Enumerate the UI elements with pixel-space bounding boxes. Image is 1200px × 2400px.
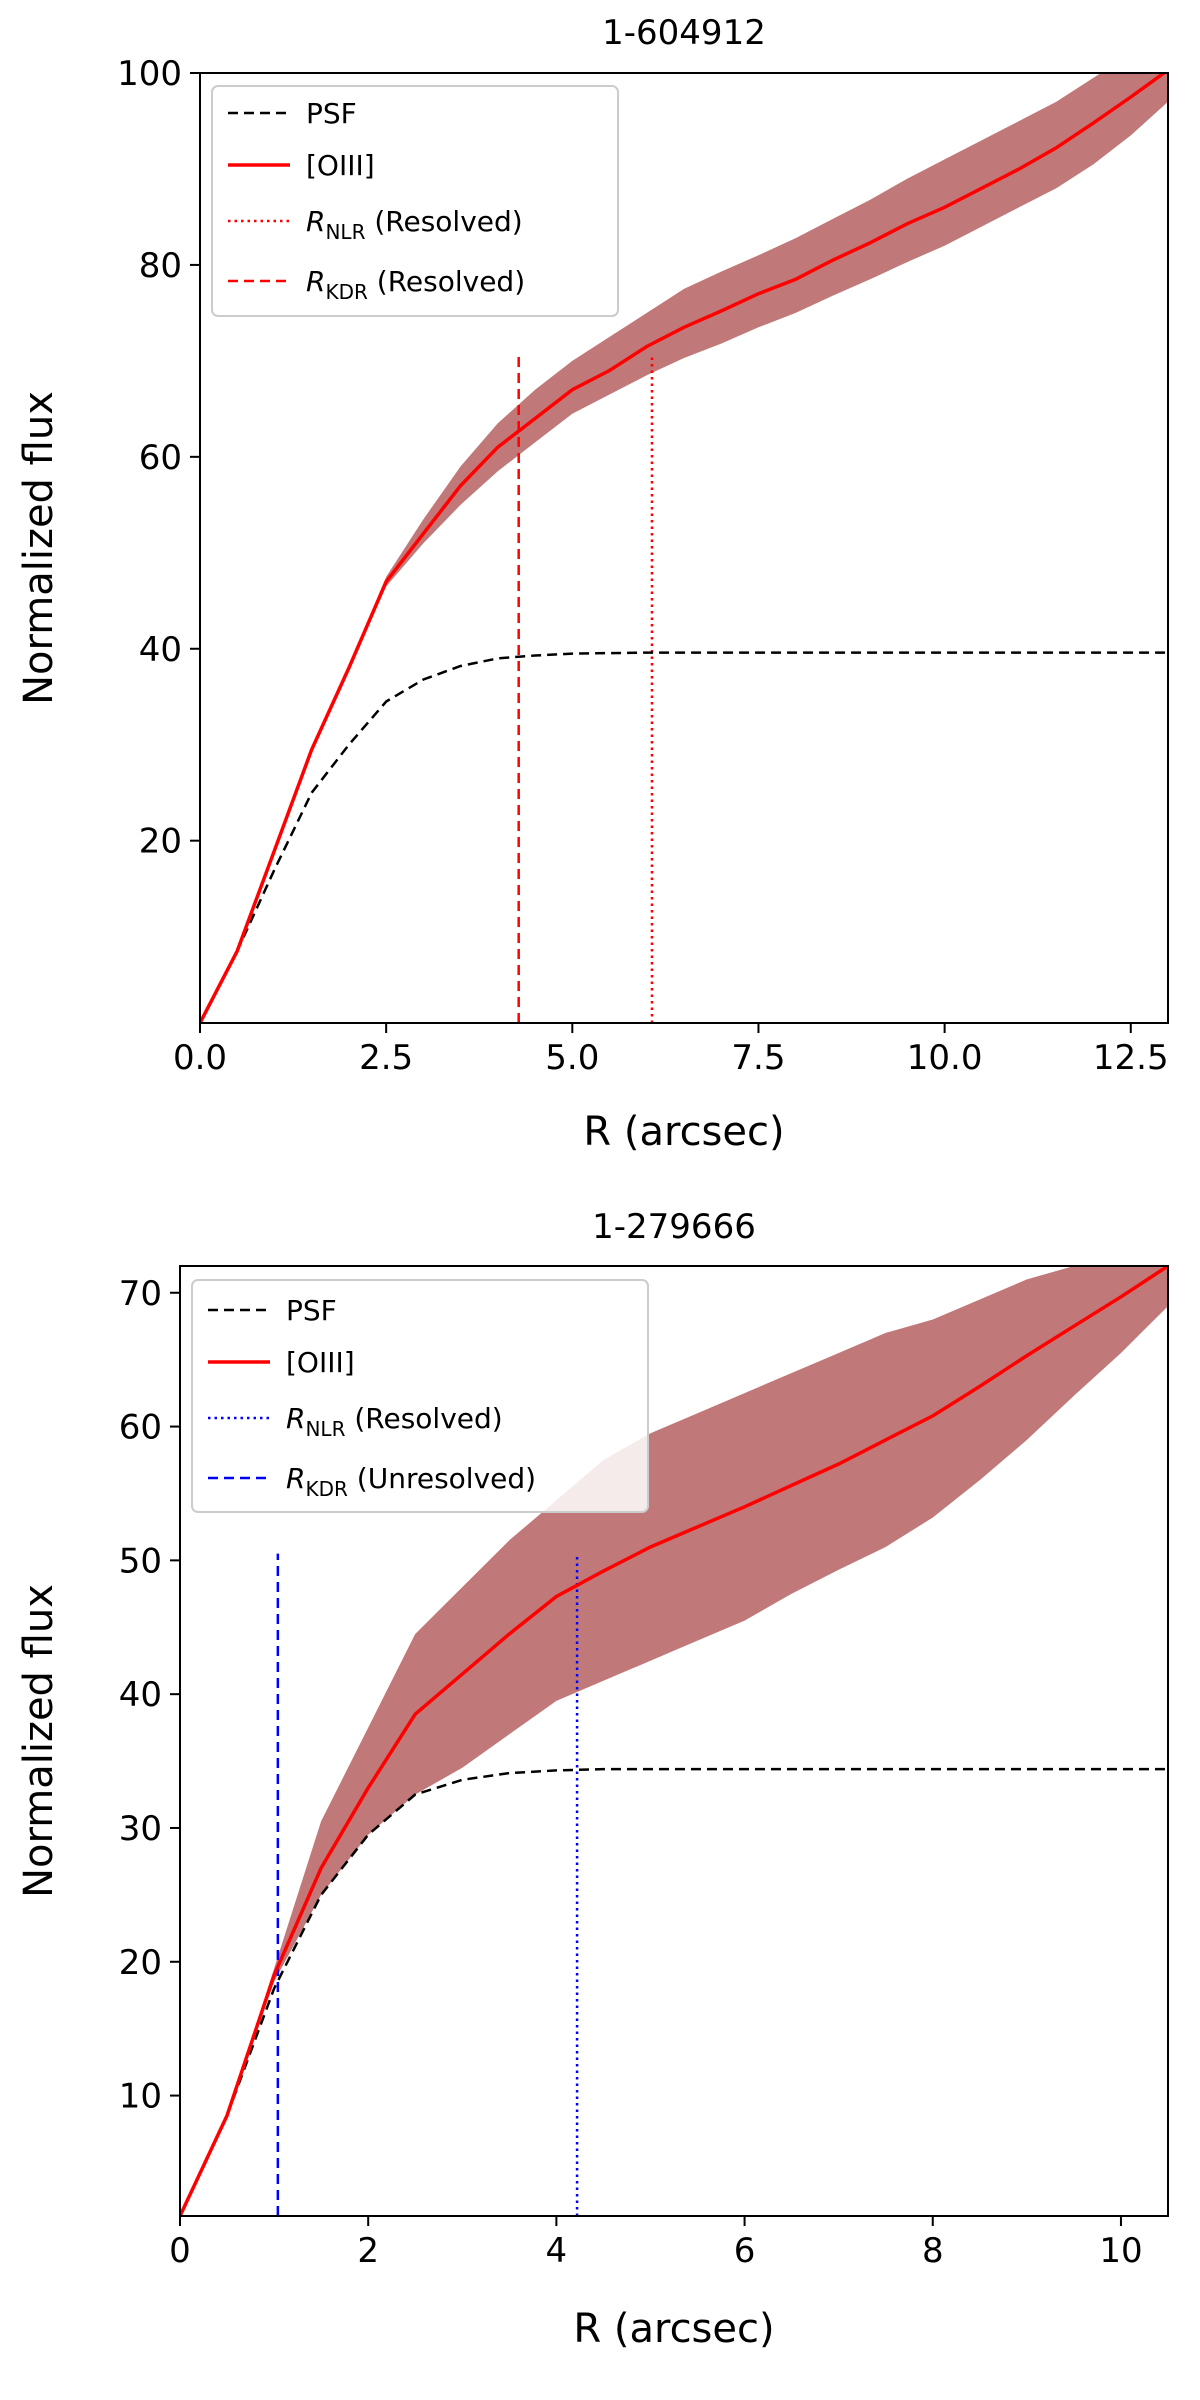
x-tick-label: 8: [922, 2231, 944, 2271]
y-tick-label: 60: [119, 1408, 162, 1448]
y-tick-label: 10: [119, 2077, 162, 2117]
x-tick-label: 12.5: [1093, 1038, 1169, 1078]
y-tick-label: 50: [119, 1541, 162, 1581]
legend-label-psf-1: PSF: [306, 97, 357, 130]
x-tick-label: 2.5: [359, 1038, 413, 1078]
oiii-line: [200, 73, 1167, 1023]
x-tick-label: 6: [734, 2231, 756, 2271]
legend-label-oiii-1: [OIII]: [306, 149, 375, 182]
uncertainty-band: [180, 1266, 1168, 2216]
psf-line: [180, 1767, 1168, 2216]
y-tick-label: 20: [139, 822, 182, 862]
y-tick-label: 60: [139, 438, 182, 478]
y-axis-label-2: Normalized flux: [16, 1584, 62, 1898]
y-tick-label: 30: [119, 1809, 162, 1849]
y-ticks-2: 10 20 30 40 50 60 70: [119, 1274, 180, 2117]
x-tick-label: 10.0: [907, 1038, 983, 1078]
legend-label-rnlr-1: RNLR (Resolved): [306, 205, 523, 244]
legend-2: PSF [OIII] RNLR (Resolved) RKDR (Unresol…: [191, 1279, 649, 1513]
y-tick-label: 40: [139, 630, 182, 670]
axes-frame-1: [199, 72, 1169, 1024]
legend-label-rnlr-2: RNLR (Resolved): [286, 1402, 503, 1441]
x-ticks-2: 0 2 4 6 8 10: [169, 2216, 1143, 2271]
legend-label-rkdr-1: RKDR (Resolved): [306, 265, 525, 304]
y-tick-label: 100: [117, 54, 182, 94]
x-tick-label: 5.0: [545, 1038, 599, 1078]
x-tick-label: 7.5: [731, 1038, 785, 1078]
y-tick-label: 80: [139, 246, 182, 286]
y-tick-label: 70: [119, 1274, 162, 1314]
legend-1: PSF [OIII] RNLR (Resolved) RKDR (Resolve…: [211, 85, 619, 317]
chart-panel-1: 1-604912 0.0 2.5 5.0 7.5 10.0 12.5 20 40 60 80 10…: [16, 13, 1169, 1155]
oiii-line: [180, 1266, 1168, 2216]
legend-box-1: [211, 85, 619, 317]
x-axis-label-1: R (arcsec): [583, 1109, 784, 1155]
x-tick-label: 0.0: [173, 1038, 227, 1078]
axes-frame-2: [179, 1265, 1169, 2217]
x-tick-label: 0: [169, 2231, 191, 2271]
legend-label-psf-2: PSF: [286, 1294, 337, 1327]
chart-title-1: 1-604912: [602, 13, 766, 53]
x-axis-label-2: R (arcsec): [573, 2306, 774, 2352]
x-ticks-1: 0.0 2.5 5.0 7.5 10.0 12.5: [173, 1023, 1169, 1078]
chart-panel-2: 1-279666 0 2 4 6 8 10 10 20 30 40 50 60 70 R (arcse…: [16, 1207, 1169, 2352]
legend-box-2: [191, 1279, 649, 1513]
legend-label-rkdr-2: RKDR (Unresolved): [286, 1462, 536, 1501]
y-axis-label-1: Normalized flux: [16, 391, 62, 705]
chart-title-2: 1-279666: [592, 1207, 756, 1247]
psf-line: [200, 651, 1168, 1023]
plot-area-1: [200, 73, 1168, 1023]
x-tick-label: 10: [1099, 2231, 1142, 2271]
x-tick-label: 2: [357, 2231, 379, 2271]
uncertainty-band: [200, 73, 1168, 1023]
plot-area-2: [180, 1266, 1168, 2216]
legend-label-oiii-2: [OIII]: [286, 1346, 355, 1379]
y-tick-label: 20: [119, 1943, 162, 1983]
y-tick-label: 40: [119, 1675, 162, 1715]
x-tick-label: 4: [546, 2231, 568, 2271]
y-ticks-1: 20 40 60 80 100: [117, 54, 200, 862]
